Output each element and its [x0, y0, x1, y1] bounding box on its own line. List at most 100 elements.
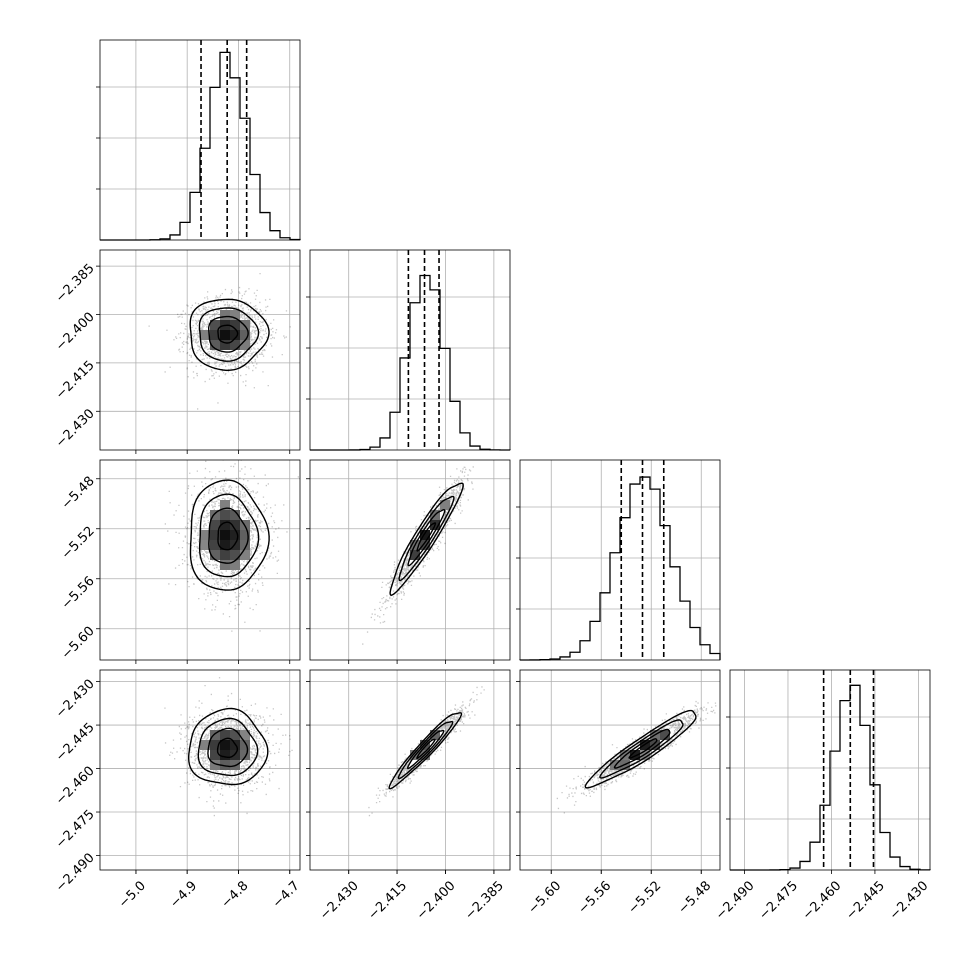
- contour-line: [416, 738, 436, 760]
- density-cell: [220, 550, 230, 560]
- x-tick-label: −5.60: [526, 878, 565, 917]
- density-cell: [240, 530, 250, 540]
- density-cell: [230, 730, 240, 740]
- contour-line: [189, 298, 270, 371]
- scatter-points: [362, 466, 474, 645]
- density-cell: [210, 520, 220, 530]
- contour-line: [208, 507, 249, 564]
- density-cell: [200, 740, 210, 750]
- histogram-step: [730, 684, 931, 871]
- density-cell: [210, 510, 220, 520]
- density-cell: [240, 540, 250, 550]
- density-cell: [220, 330, 230, 340]
- contour-line: [407, 729, 445, 770]
- y-tick-label: −2.490: [53, 851, 98, 896]
- density-cell: [240, 550, 250, 560]
- density-cell: [220, 560, 230, 570]
- contour-line: [217, 521, 239, 551]
- density-cell: [220, 310, 230, 320]
- density-cell: [220, 750, 230, 760]
- contour-line: [197, 717, 259, 777]
- density-cell: [220, 520, 230, 530]
- panel-frame: [309, 249, 511, 451]
- density-cell: [210, 320, 220, 330]
- scatter-panel-2-1: [306, 459, 511, 664]
- y-tick-label: −2.415: [53, 358, 98, 403]
- panel-content: [310, 460, 510, 660]
- density-cell: [220, 530, 230, 540]
- density-cell: [220, 540, 230, 550]
- y-tick-label: −2.460: [53, 764, 98, 809]
- density-cell: [240, 340, 250, 350]
- density-cell: [230, 510, 240, 520]
- diag-panel-1: [306, 249, 511, 451]
- scatter-points: [164, 460, 299, 632]
- x-tick-label: −2.460: [800, 878, 845, 923]
- panel-content: [310, 670, 510, 870]
- density-cell: [410, 550, 420, 560]
- density-cell: [240, 740, 250, 750]
- x-tick-label: −2.490: [713, 878, 758, 923]
- y-tick-label: −2.430: [53, 677, 98, 722]
- panel-frame: [309, 459, 511, 661]
- density-cell: [210, 550, 220, 560]
- contour-line: [388, 712, 463, 790]
- y-tick-label: −5.60: [59, 624, 98, 663]
- density-cell: [200, 330, 210, 340]
- density-cell: [240, 730, 250, 740]
- density-cell: [200, 540, 210, 550]
- x-tick-label: −4.7: [270, 878, 303, 911]
- contour-line: [398, 495, 455, 582]
- density-cell: [220, 760, 230, 770]
- panel-frame: [309, 669, 511, 871]
- y-tick-label: −2.385: [53, 261, 98, 306]
- panel-frame: [519, 459, 721, 661]
- density-cell: [220, 510, 230, 520]
- contour-line: [397, 721, 454, 780]
- panel-content: [100, 670, 300, 870]
- x-tick-label: −4.9: [167, 878, 200, 911]
- scatter-panel-3-1: [306, 669, 511, 874]
- scatter-points: [556, 696, 720, 814]
- diag-panel-0: [96, 39, 301, 241]
- density-cell: [220, 500, 230, 510]
- x-tick-label: −5.48: [676, 878, 715, 917]
- density-cell: [230, 340, 240, 350]
- y-tick-label: −2.445: [53, 720, 98, 765]
- y-tick-label: −5.48: [59, 474, 98, 513]
- scatter-panel-1-0: [96, 249, 301, 454]
- x-tick-label: −5.0: [116, 878, 149, 911]
- density-cell: [420, 540, 430, 550]
- contour-line: [208, 315, 249, 353]
- density-cell: [230, 310, 240, 320]
- density-cell: [420, 530, 430, 540]
- contour-line: [216, 737, 238, 758]
- density-cell: [220, 730, 230, 740]
- density-cell: [230, 320, 240, 330]
- contour-line: [207, 727, 249, 768]
- contour-line: [416, 522, 437, 552]
- panel-content: [520, 670, 720, 870]
- density-cell: [440, 500, 450, 510]
- scatter-panel-2-0: [96, 459, 301, 664]
- scatter-panel-3-0: [96, 669, 301, 874]
- histogram-step: [310, 274, 511, 451]
- density-cell: [210, 330, 220, 340]
- x-tick-label: −2.385: [462, 878, 507, 923]
- panel-content: [100, 250, 300, 450]
- x-tick-label: −2.430: [887, 878, 932, 923]
- density-cell: [650, 740, 660, 750]
- contour-line: [407, 508, 446, 567]
- x-tick-label: −2.415: [366, 878, 411, 923]
- x-tick-label: −2.445: [843, 878, 888, 923]
- diag-panel-2: [516, 459, 721, 661]
- contour-line: [188, 707, 269, 786]
- x-tick-label: −4.8: [219, 878, 252, 911]
- density-cell: [630, 750, 640, 760]
- x-tick-label: −5.56: [576, 878, 615, 917]
- density-cell: [240, 330, 250, 340]
- y-tick-label: −2.475: [53, 807, 98, 852]
- contour-line: [599, 719, 684, 779]
- density-cell: [230, 530, 240, 540]
